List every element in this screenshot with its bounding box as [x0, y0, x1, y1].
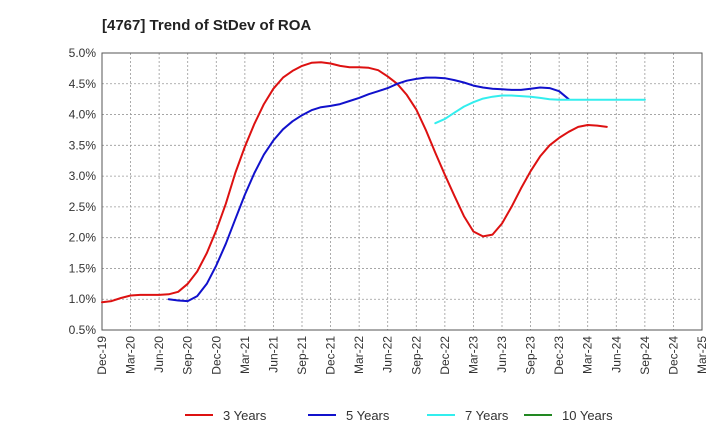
x-tick-label: Sep-24	[638, 336, 652, 375]
x-tick-label: Sep-23	[524, 336, 538, 375]
series-line-5-years	[167, 76, 570, 303]
x-tick-label: Dec-21	[324, 336, 338, 375]
y-tick-label: 4.0%	[69, 108, 97, 122]
x-tick-label: Sep-22	[409, 336, 423, 375]
y-axis: 0.5% 1.0% 1.5% 2.0% 2.5% 3.0% 3.5% 4.0% 4.5% 5.0%	[69, 46, 97, 337]
plot-frame	[101, 52, 703, 331]
legend-label-7-years: 7 Years	[465, 408, 509, 423]
legend-label-3-years: 3 Years	[223, 408, 267, 423]
x-tick-label: Mar-21	[238, 336, 252, 374]
legend: 3 Years 5 Years 7 Years 10 Years	[185, 408, 613, 423]
y-tick-label: 3.5%	[69, 138, 97, 152]
y-tick-label: 3.0%	[69, 169, 97, 183]
series-layer	[101, 61, 646, 304]
x-tick-label: Jun-21	[266, 336, 280, 373]
x-tick-label: Dec-19	[95, 336, 109, 375]
x-tick-label: Mar-25	[695, 336, 709, 374]
x-tick-label: Jun-23	[495, 336, 509, 373]
legend-label-10-years: 10 Years	[562, 408, 613, 423]
x-tick-label: Jun-22	[381, 336, 395, 373]
x-tick-label: Jun-24	[609, 336, 623, 373]
y-tick-label: 5.0%	[69, 46, 97, 60]
y-tick-label: 4.5%	[69, 77, 97, 91]
x-tick-label: Mar-22	[352, 336, 366, 374]
series-line-3-years	[101, 61, 608, 304]
y-tick-label: 2.0%	[69, 231, 97, 245]
x-tick-label: Sep-21	[295, 336, 309, 375]
x-tick-label: Dec-22	[438, 336, 452, 375]
legend-label-5-years: 5 Years	[346, 408, 390, 423]
x-tick-label: Jun-20	[152, 336, 166, 373]
x-tick-label: Dec-23	[552, 336, 566, 375]
y-tick-label: 2.5%	[69, 200, 97, 214]
x-tick-label: Dec-20	[209, 336, 223, 375]
x-tick-label: Mar-20	[124, 336, 138, 374]
x-tick-label: Sep-20	[181, 336, 195, 375]
grid	[101, 52, 703, 331]
chart-title: [4767] Trend of StDev of ROA	[102, 17, 311, 34]
x-tick-label: Dec-24	[666, 336, 680, 375]
x-tick-label: Mar-24	[581, 336, 595, 374]
x-tick-label: Mar-23	[466, 336, 480, 374]
y-tick-label: 0.5%	[69, 323, 97, 337]
y-tick-label: 1.5%	[69, 261, 97, 275]
x-axis: Dec-19 Mar-20 Jun-20 Sep-20 Dec-20 Mar-21 Jun-…	[95, 336, 709, 375]
series-line-7-years	[434, 94, 646, 125]
y-tick-label: 1.0%	[69, 292, 97, 306]
